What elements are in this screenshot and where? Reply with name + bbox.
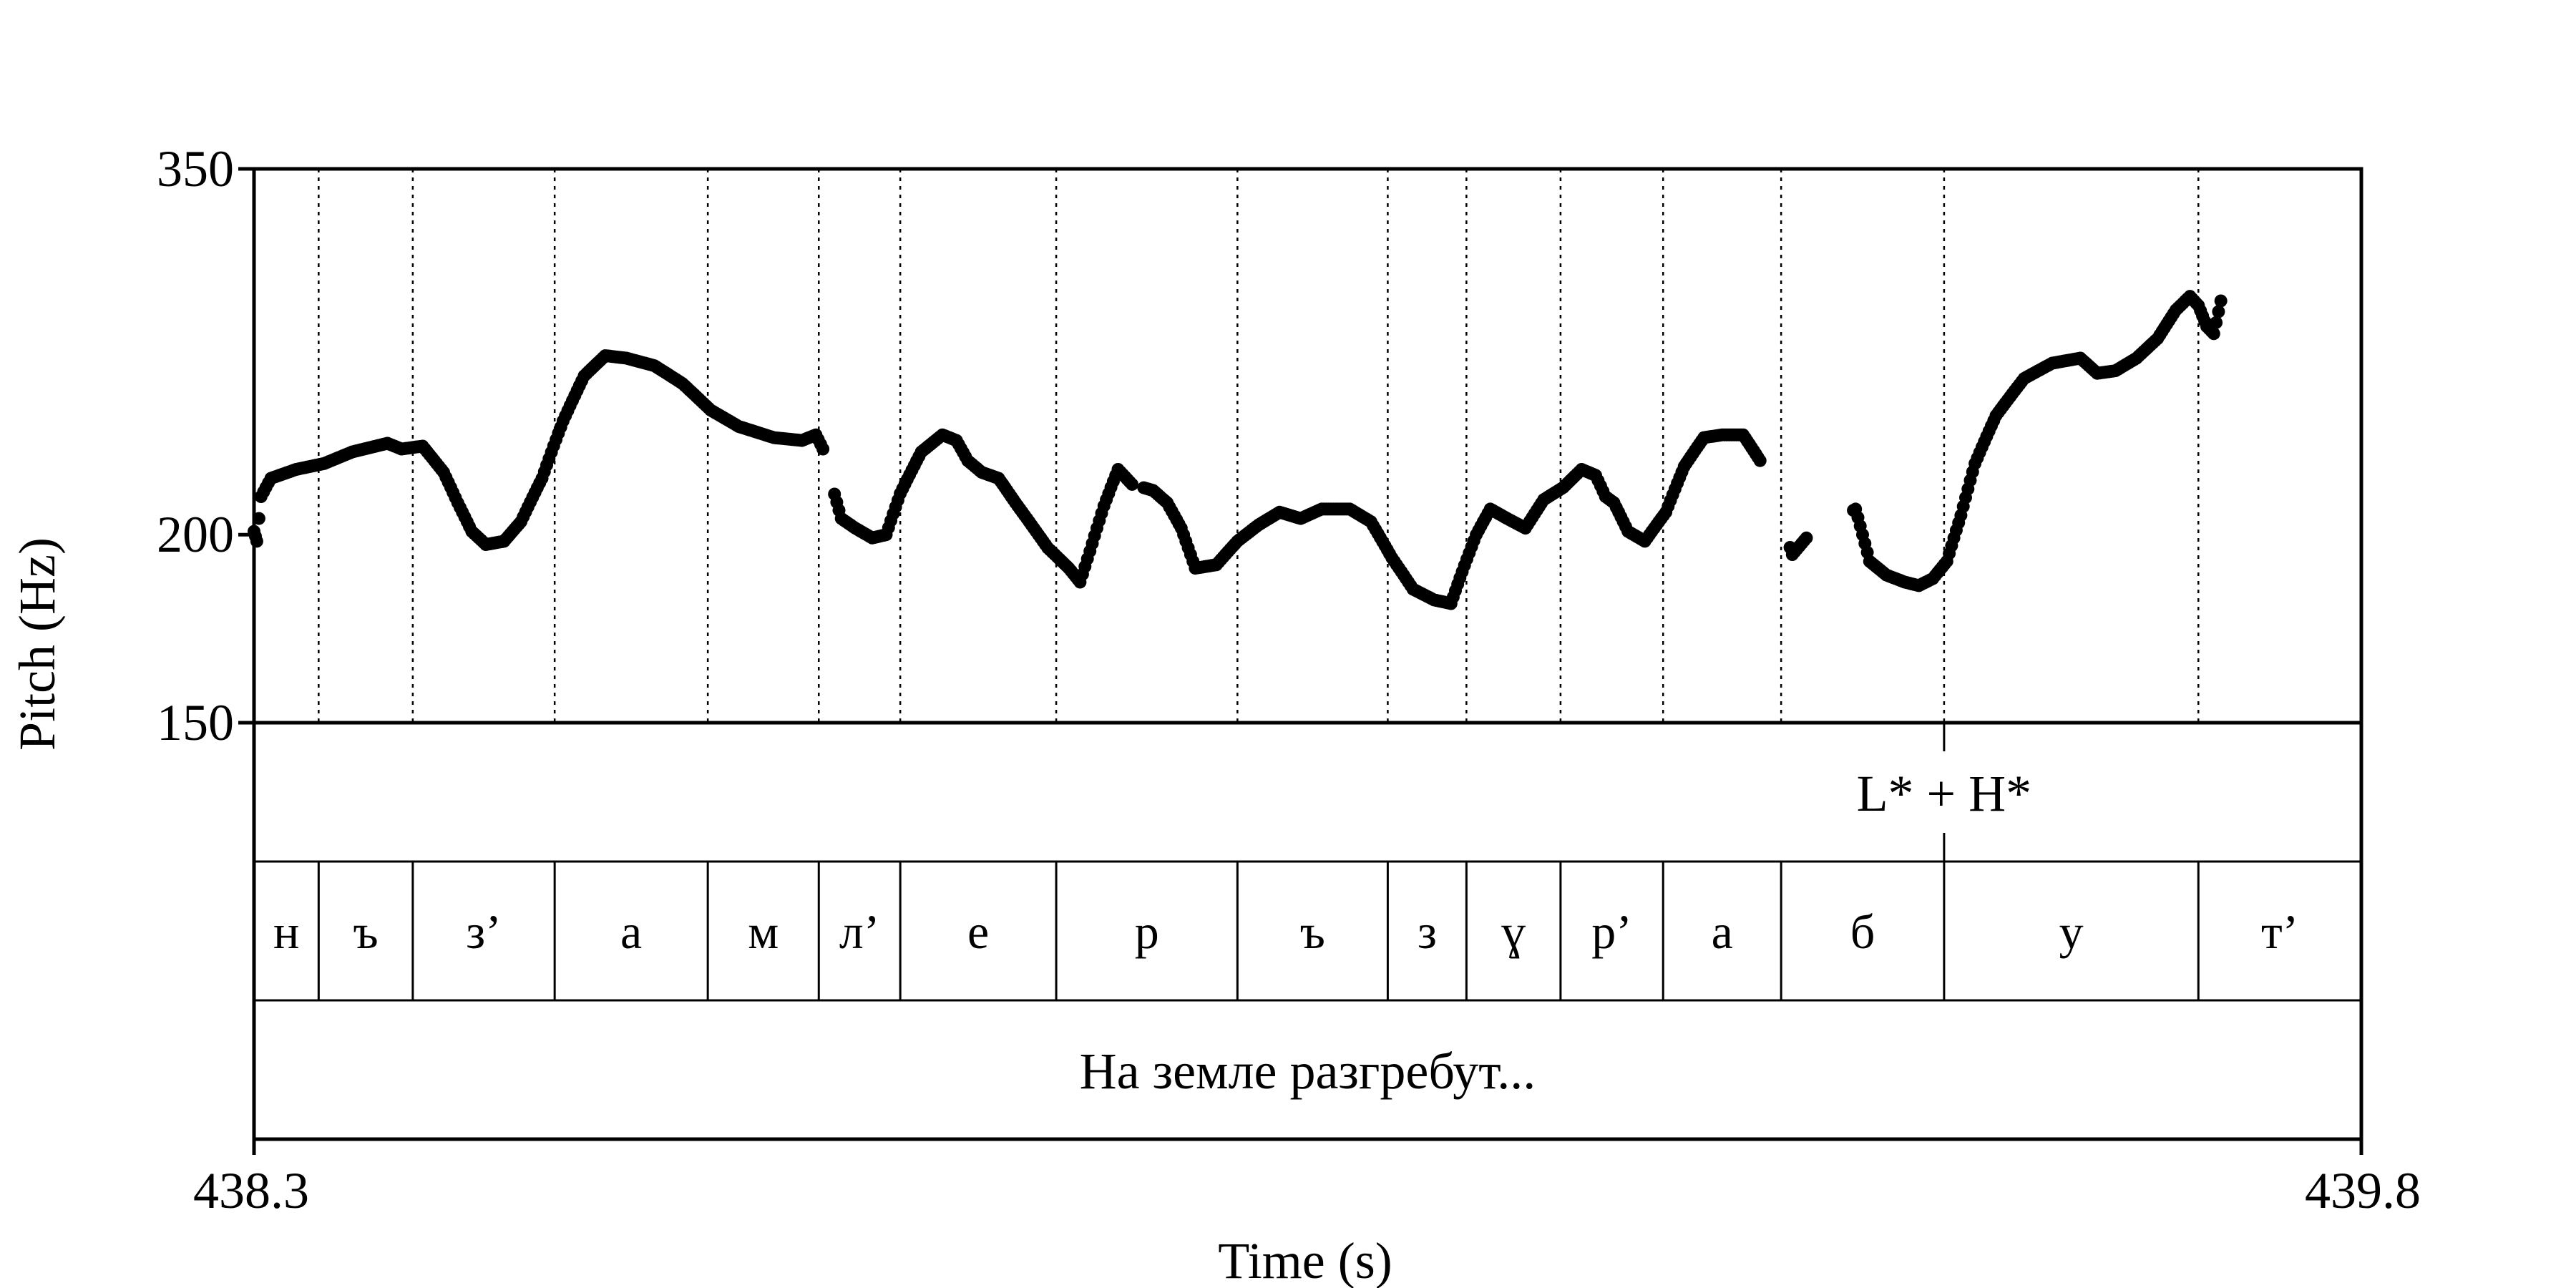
pitch-point — [252, 512, 265, 525]
segment-label: а — [620, 904, 642, 959]
pitch-contour — [248, 290, 2228, 610]
segment-label: у — [2059, 904, 2084, 959]
x-tick-label-start: 438.3 — [193, 1162, 309, 1219]
segment-label: ɣ — [1501, 904, 1526, 959]
pitch-point — [816, 442, 830, 456]
segment-boundaries-group — [318, 169, 2200, 723]
segment-label: л’ — [839, 904, 880, 959]
y-tick-label: 350 — [157, 140, 234, 197]
segment-label: е — [967, 904, 989, 959]
x-axis-title: Time (s) — [1218, 1232, 1392, 1288]
pitch-point — [1753, 454, 1767, 467]
segment-label: ъ — [1300, 904, 1325, 959]
pitch-point — [250, 535, 263, 548]
pitch-panel-frame — [252, 167, 2363, 725]
segment-label: а — [1712, 904, 1733, 959]
segment-label: ъ — [353, 904, 378, 959]
x-tick-label-end: 439.8 — [2305, 1162, 2421, 1219]
annotation-tiers: н ъ з’ а м л’ е р ъ з ɣ р’ а б у т’L* + H*На земле разг… — [252, 721, 2363, 1155]
pitch-point — [2212, 305, 2225, 318]
segment-label: б — [1850, 904, 1875, 959]
segment-label: р’ — [1591, 904, 1632, 959]
y-tick-label: 150 — [157, 694, 234, 751]
segment-label: р — [1135, 904, 1159, 959]
pitch-point — [2207, 327, 2220, 341]
pitch-point — [2214, 294, 2228, 308]
tiers-frame — [252, 721, 2363, 1141]
segment-label: з — [1418, 904, 1437, 959]
axes-group: Pitch (Hz) Time (s) 438.3 439.8 — [9, 537, 2421, 1288]
pitch-point — [2210, 316, 2223, 329]
segment-label: м — [748, 904, 779, 959]
pitch-point — [1126, 477, 1139, 491]
segment-label: н — [273, 904, 299, 959]
segment-label: т’ — [2261, 904, 2298, 959]
utterance-text: На земле разгребут... — [1080, 1043, 1536, 1100]
segment-label: з’ — [466, 904, 502, 959]
y-tick-label: 200 — [157, 506, 234, 563]
pitch-point — [1800, 531, 1813, 545]
y-axis-title: Pitch (Hz) — [9, 537, 66, 751]
tone-label: L* + H* — [1857, 765, 2032, 822]
pitch-panel: 350 200 150 — [157, 140, 2363, 751]
